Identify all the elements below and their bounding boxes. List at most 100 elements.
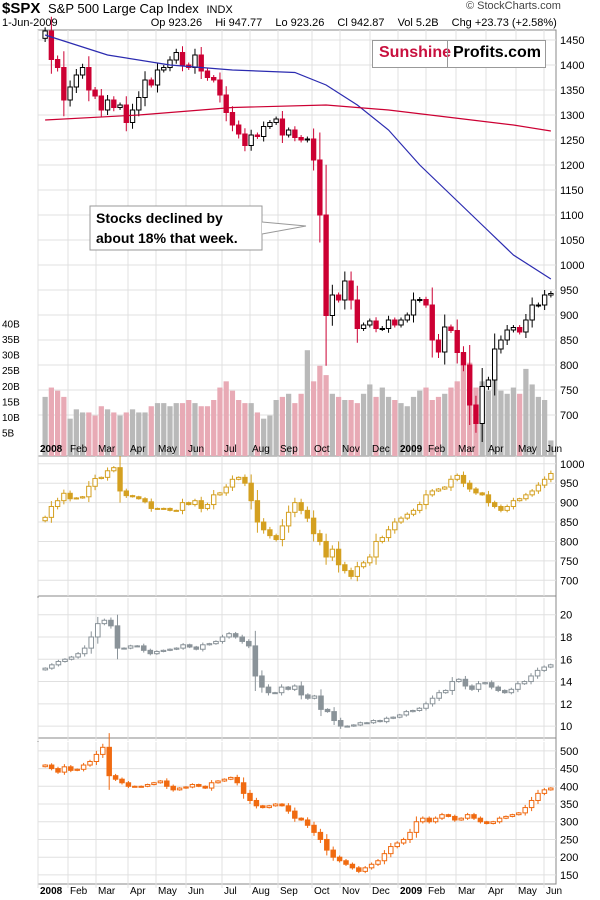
- silver-candle-body: [541, 666, 547, 671]
- silver-candle-body: [81, 647, 88, 655]
- volume-bar: [298, 393, 304, 456]
- main-candle-body: [504, 329, 510, 341]
- main-candle-body: [448, 326, 454, 331]
- copper-xtick-label: Jun: [188, 886, 204, 897]
- copper-candle-body: [503, 815, 509, 819]
- copper-candle-body: [336, 856, 343, 862]
- silver-candle-body: [456, 678, 462, 683]
- volume-bar: [42, 396, 48, 456]
- volume-bar: [98, 406, 104, 456]
- volume-bar: [142, 412, 148, 456]
- main-candle-body: [298, 137, 304, 141]
- volume-bar: [123, 412, 129, 456]
- main-candle-body: [86, 67, 92, 91]
- silver-candle-body: [219, 636, 226, 642]
- copper-candle-body: [509, 814, 516, 817]
- copper-candle-body: [151, 782, 157, 786]
- main-candle-body: [248, 134, 254, 146]
- copper-candle-body: [285, 805, 292, 812]
- silver-candle-body: [121, 647, 127, 650]
- copper-candle-body: [330, 849, 336, 858]
- main-xtick-label: Nov: [342, 444, 360, 455]
- copper-candle-body: [106, 746, 112, 777]
- main-candle-body: [292, 129, 298, 138]
- gold-candle-body: [467, 482, 473, 490]
- gold-candle-body: [460, 474, 467, 484]
- silver-candle-body: [488, 682, 495, 688]
- volume-bar: [342, 400, 348, 456]
- gold-candle-body: [142, 498, 148, 503]
- copper-xtick-label: Nov: [342, 886, 360, 897]
- copper-candle-body: [215, 780, 221, 784]
- brand-logo: Sunshine Profits.com: [372, 40, 546, 68]
- main-ytick-label: 1050: [560, 235, 584, 247]
- gold-candle-body: [454, 474, 460, 480]
- main-candle-body: [104, 99, 111, 111]
- gold-candle-body: [186, 502, 192, 506]
- silver-ytick-label: 16: [560, 654, 572, 666]
- copper-candle-body: [400, 838, 407, 844]
- main-ytick-label: 800: [560, 360, 578, 372]
- copper-ytick-label: 450: [560, 764, 578, 776]
- silver-ytick-label: 14: [560, 677, 572, 689]
- volume-bar: [367, 384, 373, 456]
- gold-candle-body: [104, 470, 111, 478]
- volume-bar: [267, 415, 273, 456]
- main-candle-body: [385, 319, 392, 329]
- main-candle-body: [285, 129, 292, 136]
- gold-ytick-label: 750: [560, 556, 578, 568]
- copper-candle-body: [292, 810, 298, 819]
- copper-candle-body: [490, 821, 496, 825]
- copper-candle-body: [471, 814, 477, 819]
- copper-candle-body: [170, 785, 176, 791]
- main-ytick-label: 1100: [560, 210, 584, 222]
- copper-candle-body: [247, 792, 253, 801]
- gold-candle-body: [129, 495, 136, 498]
- main-candle-body: [329, 294, 336, 316]
- copper-xtick-label: Jul: [224, 886, 237, 897]
- copper-candle-body: [311, 824, 317, 833]
- silver-candle-body: [429, 697, 436, 705]
- silver-candle-body: [88, 636, 95, 649]
- symbol: $SPX: [2, 0, 41, 17]
- main-candle-body: [204, 70, 211, 78]
- silver-candle-body: [213, 640, 219, 645]
- gold-candle-body: [123, 490, 129, 497]
- volume-bar: [510, 387, 517, 456]
- main-ytick-label: 1250: [560, 135, 584, 147]
- copper-candle-body: [240, 782, 247, 794]
- copper-candle-body: [464, 814, 471, 819]
- gold-candle-body: [529, 490, 535, 496]
- silver-candle-body: [173, 647, 180, 650]
- copper-candle-body: [234, 776, 240, 784]
- gold-candle-body: [204, 504, 211, 509]
- volume-bar: [192, 403, 198, 456]
- copper-candle-body: [208, 782, 215, 789]
- gold-candle-body: [304, 509, 311, 519]
- gold-candle-body: [485, 494, 492, 504]
- gold-candle-body: [510, 500, 517, 507]
- silver-candle-body: [206, 643, 213, 646]
- main-xtick-label: Jun: [188, 444, 204, 455]
- gold-candle-body: [504, 505, 510, 511]
- main-candle-body: [67, 86, 73, 101]
- volume-bar: [223, 381, 229, 456]
- main-candle-body: [217, 79, 223, 96]
- volume-bar: [442, 393, 448, 456]
- silver-candle-body: [147, 649, 154, 655]
- date: 1-Jun-2009: [2, 17, 58, 29]
- main-candle-body: [229, 112, 236, 126]
- main-ytick-label: 1200: [560, 160, 584, 172]
- gold-candle-body: [310, 517, 317, 535]
- main-candle-body: [198, 54, 204, 72]
- main-xtick-label: Mar: [458, 444, 476, 455]
- gold-candle-body: [317, 533, 323, 542]
- gold-candle-body: [148, 501, 154, 509]
- volume-bar: [54, 390, 61, 456]
- volume-bar: [136, 412, 142, 456]
- silver-candle-body: [49, 664, 55, 669]
- main-candle-body: [398, 319, 404, 326]
- gold-candle-body: [229, 478, 236, 488]
- copper-candle-body: [266, 805, 272, 809]
- copper-ytick-label: 500: [560, 746, 578, 758]
